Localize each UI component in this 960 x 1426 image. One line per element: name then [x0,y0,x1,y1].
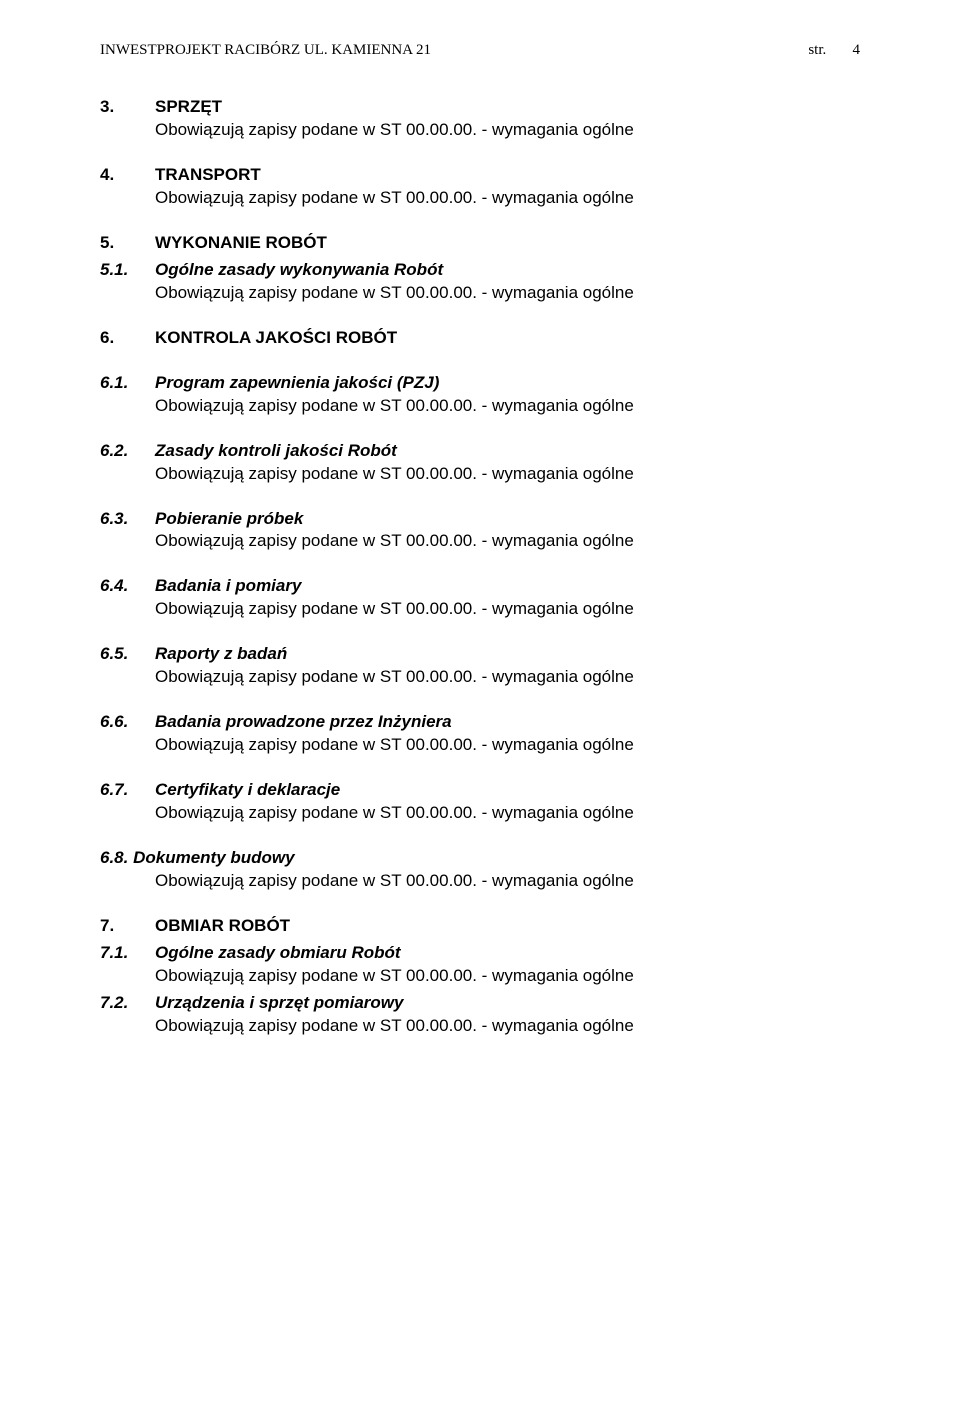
section-6-2-body: Obowiązują zapisy podane w ST 00.00.00. … [155,463,860,486]
section-4: 4. TRANSPORT Obowiązują zapisy podane w … [100,164,860,210]
section-7-2-title: Urządzenia i sprzęt pomiarowy [155,992,403,1015]
section-7-1-body: Obowiązują zapisy podane w ST 00.00.00. … [155,965,860,988]
section-6-3-title-row: 6.3. Pobieranie próbek [100,508,860,531]
section-6-num: 6. [100,327,155,350]
section-6-3: 6.3. Pobieranie próbek Obowiązują zapisy… [100,508,860,554]
header-right-prefix: str. [808,42,826,58]
section-4-title-row: 4. TRANSPORT [100,164,860,187]
section-6-6-num: 6.6. [100,711,155,734]
section-3-num: 3. [100,96,155,119]
section-6-5-body: Obowiązują zapisy podane w ST 00.00.00. … [155,666,860,689]
section-6-1: 6.1. Program zapewnienia jakości (PZJ) O… [100,372,860,418]
section-6-2: 6.2. Zasady kontroli jakości Robót Obowi… [100,440,860,486]
page: INWESTPROJEKT RACIBÓRZ UL. KAMIENNA 21 s… [0,0,960,1426]
section-7-1-title-row: 7.1. Ogólne zasady obmiaru Robót [100,942,860,965]
section-6-7-title: Certyfikaty i deklaracje [155,779,340,802]
section-6-2-title-row: 6.2. Zasady kontroli jakości Robót [100,440,860,463]
section-7-2-num: 7.2. [100,992,155,1015]
section-6-5-title-row: 6.5. Raporty z badań [100,643,860,666]
section-6-5: 6.5. Raporty z badań Obowiązują zapisy p… [100,643,860,689]
section-7: 7. OBMIAR ROBÓT [100,915,860,938]
section-7-title-row: 7. OBMIAR ROBÓT [100,915,860,938]
section-4-title: TRANSPORT [155,164,261,187]
section-3-title: SPRZĘT [155,96,222,119]
section-4-body: Obowiązują zapisy podane w ST 00.00.00. … [155,187,860,210]
section-6-1-title-row: 6.1. Program zapewnienia jakości (PZJ) [100,372,860,395]
section-6-3-title: Pobieranie próbek [155,508,303,531]
section-5: 5. WYKONANIE ROBÓT [100,232,860,255]
section-5-num: 5. [100,232,155,255]
section-5-title: WYKONANIE ROBÓT [155,232,327,255]
section-6-6-body: Obowiązują zapisy podane w ST 00.00.00. … [155,734,860,757]
section-7-num: 7. [100,915,155,938]
section-4-num: 4. [100,164,155,187]
section-7-title: OBMIAR ROBÓT [155,915,290,938]
section-6-6-title: Badania prowadzone przez Inżyniera [155,711,452,734]
section-6-title-row: 6. KONTROLA JAKOŚCI ROBÓT [100,327,860,350]
section-7-2-body: Obowiązują zapisy podane w ST 00.00.00. … [155,1015,860,1038]
section-6-3-num: 6.3. [100,508,155,531]
section-5-1-num: 5.1. [100,259,155,282]
section-5-1-body: Obowiązują zapisy podane w ST 00.00.00. … [155,282,860,305]
section-6-4: 6.4. Badania i pomiary Obowiązują zapisy… [100,575,860,621]
section-6-5-title: Raporty z badań [155,643,287,666]
section-6-8-body: Obowiązują zapisy podane w ST 00.00.00. … [155,870,860,893]
section-6-6-title-row: 6.6. Badania prowadzone przez Inżyniera [100,711,860,734]
section-6-2-num: 6.2. [100,440,155,463]
section-6-4-title: Badania i pomiary [155,575,301,598]
section-7-1: 7.1. Ogólne zasady obmiaru Robót Obowiąz… [100,942,860,988]
section-6-title: KONTROLA JAKOŚCI ROBÓT [155,327,397,350]
section-6: 6. KONTROLA JAKOŚCI ROBÓT [100,327,860,350]
header-page-no: 4 [853,42,861,58]
section-6-5-num: 6.5. [100,643,155,666]
section-6-8-title-row: 6.8. Dokumenty budowy [100,847,860,870]
section-6-4-body: Obowiązują zapisy podane w ST 00.00.00. … [155,598,860,621]
section-6-3-body: Obowiązują zapisy podane w ST 00.00.00. … [155,530,860,553]
section-7-2: 7.2. Urządzenia i sprzęt pomiarowy Obowi… [100,992,860,1038]
section-7-2-title-row: 7.2. Urządzenia i sprzęt pomiarowy [100,992,860,1015]
section-3-body: Obowiązują zapisy podane w ST 00.00.00. … [155,119,860,142]
section-6-8: 6.8. Dokumenty budowy Obowiązują zapisy … [100,847,860,893]
section-6-7: 6.7. Certyfikaty i deklaracje Obowiązują… [100,779,860,825]
section-5-title-row: 5. WYKONANIE ROBÓT [100,232,860,255]
section-6-2-title: Zasady kontroli jakości Robót [155,440,397,463]
section-6-1-num: 6.1. [100,372,155,395]
section-6-7-body: Obowiązują zapisy podane w ST 00.00.00. … [155,802,860,825]
section-6-6: 6.6. Badania prowadzone przez Inżyniera … [100,711,860,757]
section-6-4-title-row: 6.4. Badania i pomiary [100,575,860,598]
section-6-1-body: Obowiązują zapisy podane w ST 00.00.00. … [155,395,860,418]
section-5-1-title-row: 5.1. Ogólne zasady wykonywania Robót [100,259,860,282]
section-6-1-title: Program zapewnienia jakości (PZJ) [155,372,439,395]
section-5-1-title: Ogólne zasady wykonywania Robót [155,259,443,282]
section-6-7-num: 6.7. [100,779,155,802]
section-6-8-num: 6.8. [100,847,128,870]
header-left: INWESTPROJEKT RACIBÓRZ UL. KAMIENNA 21 [100,40,431,60]
section-3-title-row: 3. SPRZĘT [100,96,860,119]
section-7-1-num: 7.1. [100,942,155,965]
section-6-4-num: 6.4. [100,575,155,598]
section-3: 3. SPRZĘT Obowiązują zapisy podane w ST … [100,96,860,142]
section-7-1-title: Ogólne zasady obmiaru Robót [155,942,401,965]
header-right: str. 4 [808,40,860,60]
section-6-7-title-row: 6.7. Certyfikaty i deklaracje [100,779,860,802]
page-header: INWESTPROJEKT RACIBÓRZ UL. KAMIENNA 21 s… [100,40,860,60]
section-6-8-title: Dokumenty budowy [133,847,295,870]
section-5-1: 5.1. Ogólne zasady wykonywania Robót Obo… [100,259,860,305]
